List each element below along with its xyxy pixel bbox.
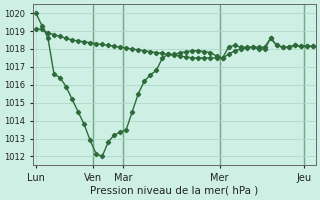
X-axis label: Pression niveau de la mer( hPa ): Pression niveau de la mer( hPa ) xyxy=(90,186,259,196)
